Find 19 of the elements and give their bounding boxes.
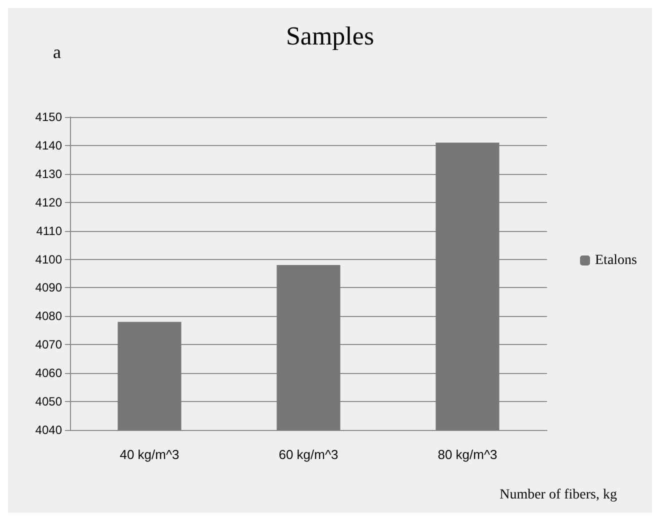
y-tick-label: 4130 [35, 166, 62, 181]
y-tick-label: 4090 [35, 280, 62, 295]
y-tick-label: 4100 [35, 252, 62, 266]
y-tick-label: 4070 [35, 338, 62, 352]
y-tick-label: 4140 [35, 138, 62, 152]
y-tick-label: 4150 [35, 110, 62, 124]
y-tick-label: 4060 [35, 366, 62, 380]
x-tick-label: 60 kg/m^3 [278, 447, 338, 462]
y-tick-label: 4040 [35, 423, 62, 437]
chart-title: Samples [286, 22, 374, 50]
y-tick-label: 4050 [35, 394, 62, 409]
y-tick-label: 4080 [35, 309, 62, 324]
legend-label: Etalons [595, 253, 638, 268]
x-tick-label: 80 kg/m^3 [438, 447, 498, 462]
y-tick-label: 4120 [35, 195, 62, 210]
y-tick-label: 4110 [36, 224, 62, 238]
x-tick-label: 40 kg/m^3 [120, 447, 180, 462]
x-axis-title: Number of fibers, kg [500, 488, 617, 502]
text: a [53, 42, 61, 62]
